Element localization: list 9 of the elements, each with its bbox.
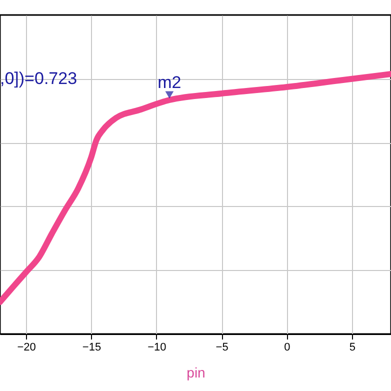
x-axis-title: pin xyxy=(186,364,206,380)
annotation: ,0])=0.723 xyxy=(0,69,78,88)
x-tick-label: 0 xyxy=(284,342,290,354)
x-tick-label: −10 xyxy=(148,342,166,354)
annotation: m2 xyxy=(158,73,182,92)
x-tick-label: −20 xyxy=(17,342,36,354)
x-tick-label: −5 xyxy=(216,342,228,354)
x-tick-label: −15 xyxy=(82,342,102,354)
x-tick-label: 5 xyxy=(349,342,356,354)
